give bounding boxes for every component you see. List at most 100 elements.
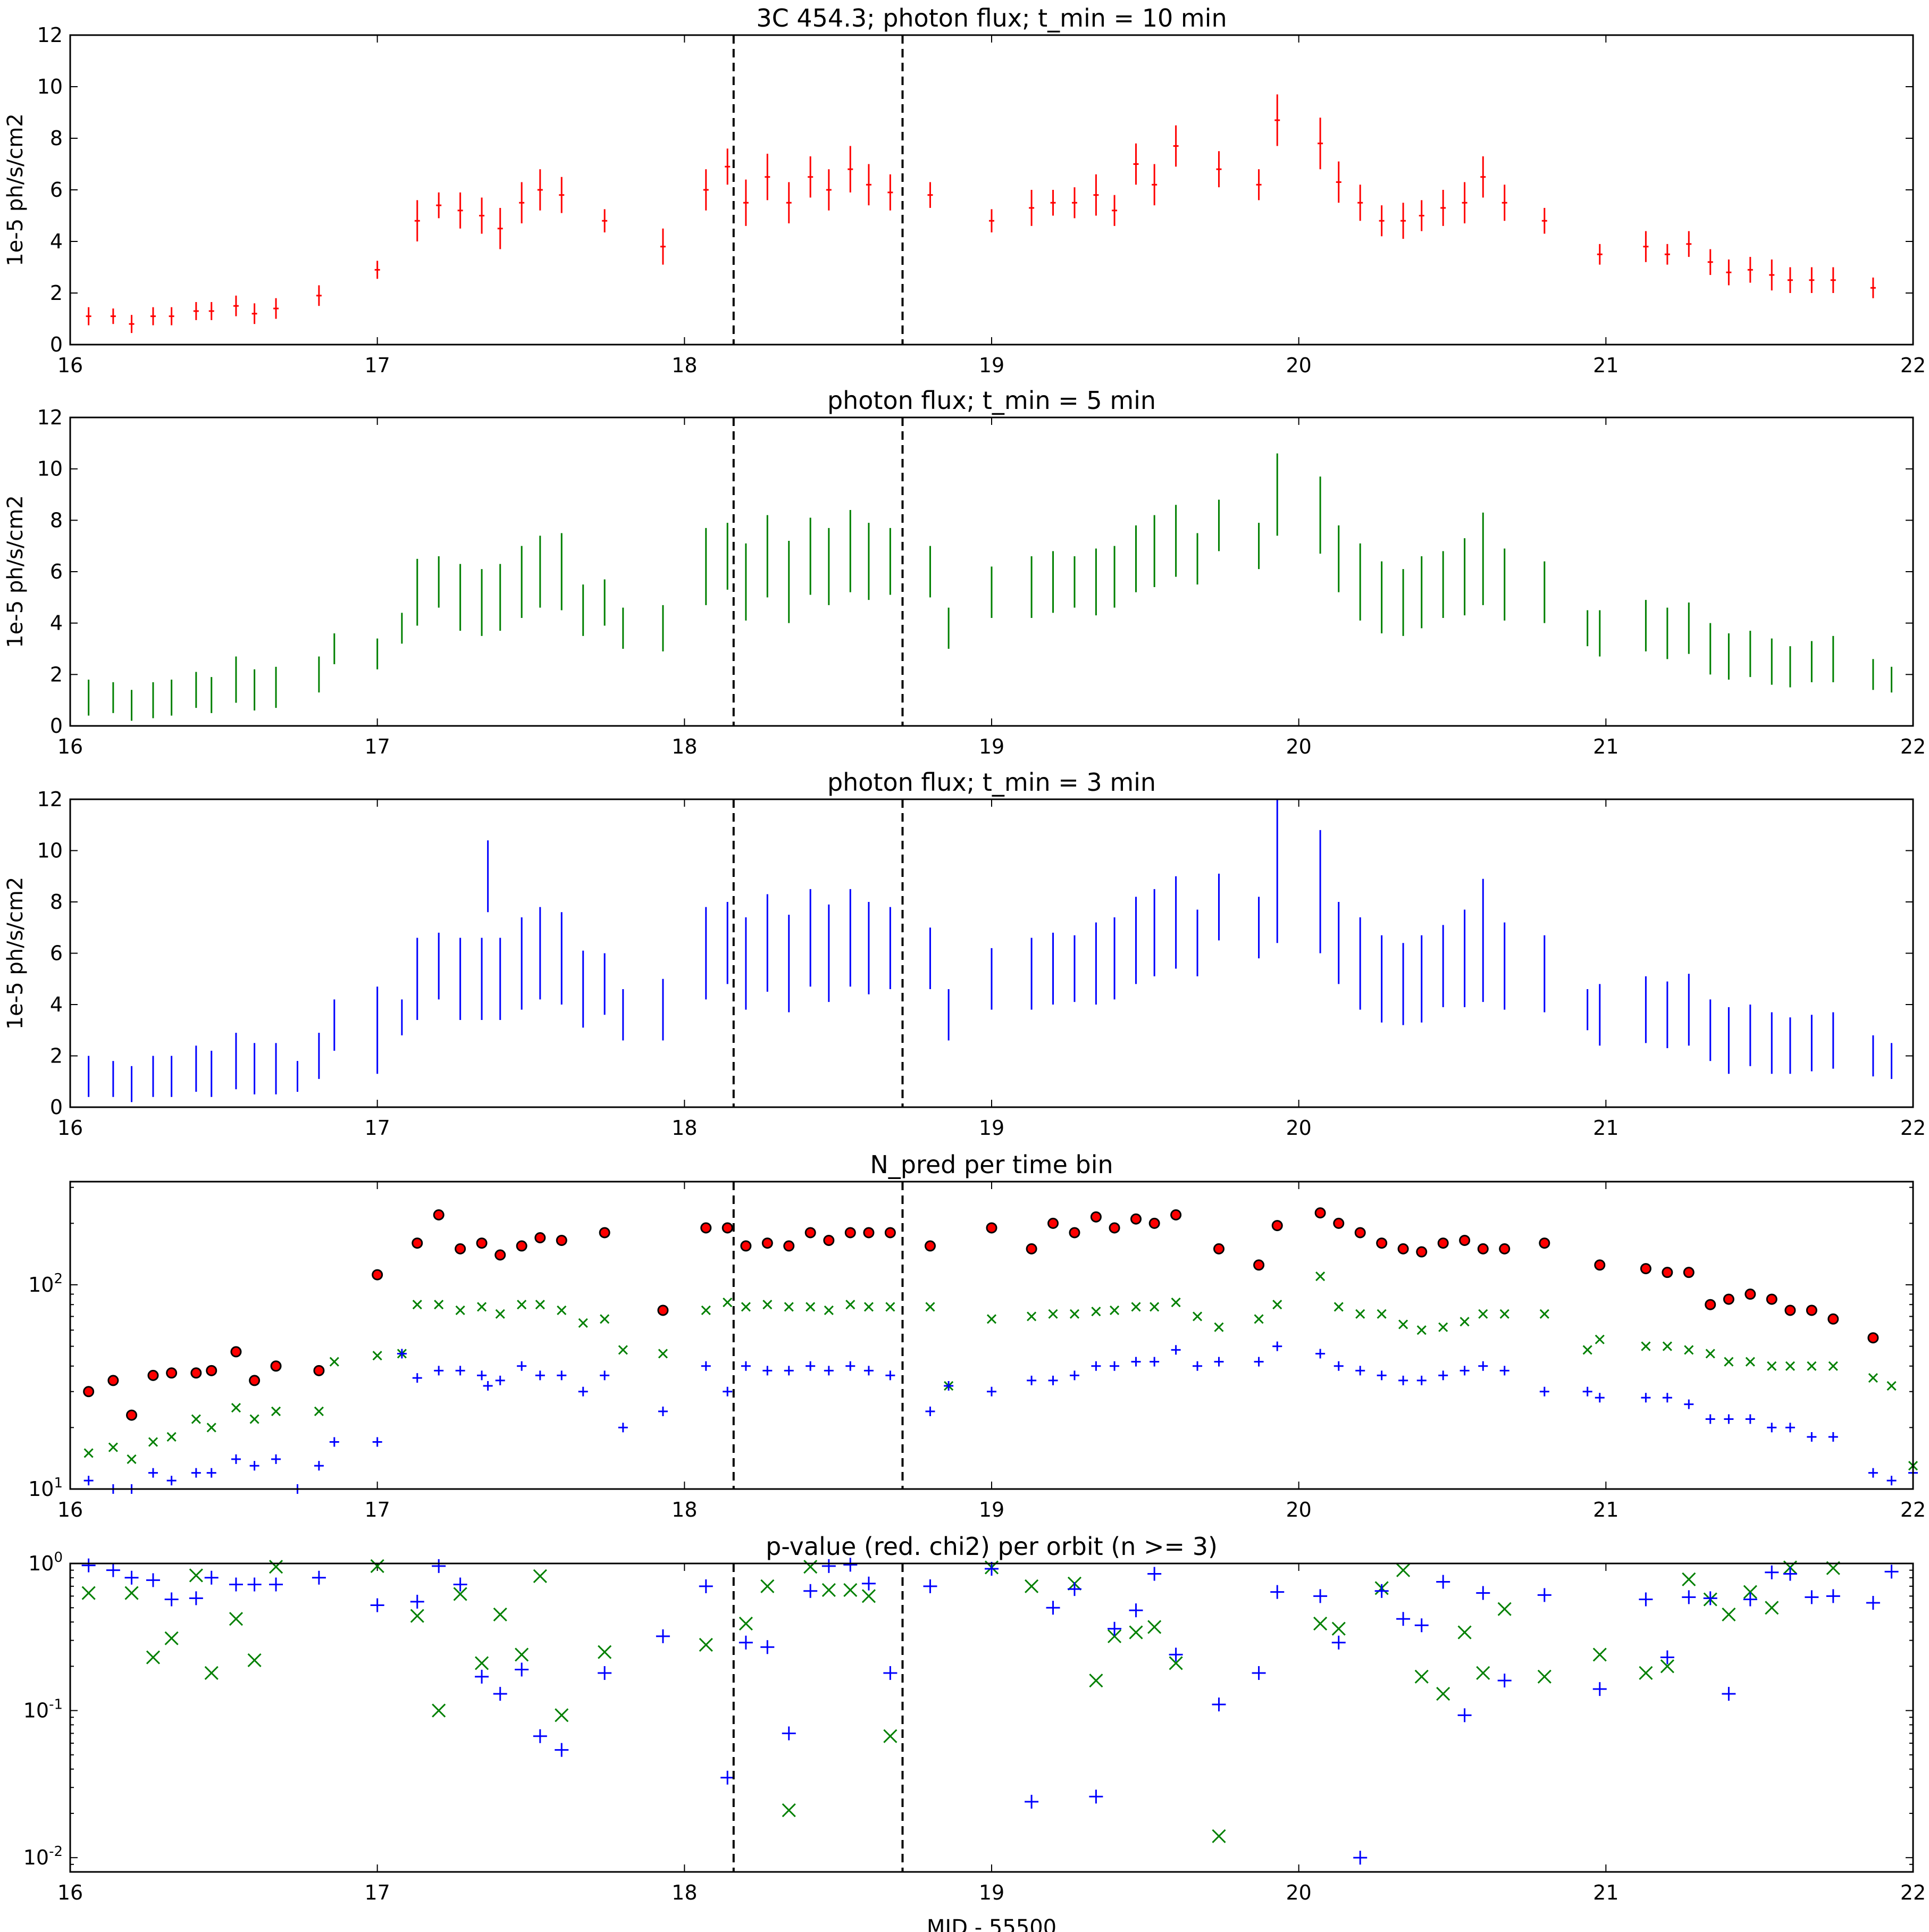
- y-tick-label: 4: [50, 612, 63, 635]
- x-tick-label: 21: [1593, 1498, 1618, 1521]
- data-point: [1377, 1309, 1387, 1319]
- data-point: [1212, 1697, 1226, 1712]
- data-point: [821, 1583, 836, 1597]
- x-tick-label: 18: [672, 1116, 697, 1140]
- data-point: [824, 1366, 834, 1376]
- data-point: [1826, 1589, 1840, 1603]
- data-point: [206, 1365, 217, 1376]
- data-point: [1723, 1293, 1734, 1305]
- series-n-pred-3-min-: [83, 1341, 1918, 1494]
- x-tick-label: 18: [672, 354, 697, 377]
- data-point: [845, 1300, 856, 1310]
- data-point: [1745, 1289, 1756, 1300]
- data-point: [247, 1577, 262, 1592]
- data-point: [1660, 1650, 1674, 1665]
- data-point: [1743, 1592, 1757, 1607]
- y-axis-label: 1e-5 ph/s/cm2: [3, 113, 28, 266]
- data-point: [1457, 1625, 1472, 1640]
- data-point: [1767, 1423, 1777, 1433]
- data-point: [269, 1577, 283, 1592]
- data-point: [720, 1770, 735, 1785]
- data-point: [1438, 1322, 1448, 1332]
- x-tick-label: 19: [979, 735, 1004, 758]
- data-point: [1150, 1357, 1160, 1367]
- y-tick-label: 101: [28, 1475, 63, 1501]
- series-n-pred-10-min-: [83, 1207, 1879, 1421]
- data-point: [191, 1414, 201, 1424]
- series-p-value-5-min-: [81, 1559, 1840, 1843]
- data-point: [1047, 1217, 1059, 1229]
- data-point: [599, 1227, 610, 1239]
- data-point: [1272, 1341, 1282, 1351]
- data-point: [1212, 1829, 1226, 1843]
- data-point: [432, 1703, 446, 1718]
- data-point: [863, 1227, 875, 1239]
- y-tick-label: 2: [50, 1044, 63, 1068]
- x-tick-label: 16: [57, 354, 83, 377]
- data-point: [1478, 1309, 1488, 1319]
- data-point: [925, 1406, 935, 1416]
- data-point: [1457, 1708, 1472, 1722]
- y-tick-label: 10-1: [23, 1697, 63, 1722]
- data-point: [1595, 1393, 1605, 1403]
- data-point: [1499, 1366, 1509, 1376]
- y-tick-label: 2: [50, 281, 63, 305]
- data-point: [883, 1729, 898, 1743]
- data-point: [1705, 1414, 1715, 1424]
- x-tick-label: 16: [57, 1116, 83, 1140]
- data-point: [600, 1370, 610, 1381]
- data-point: [1662, 1393, 1672, 1403]
- x-tick-label: 21: [1593, 1116, 1618, 1140]
- data-point: [1866, 1596, 1880, 1610]
- data-point: [164, 1592, 179, 1607]
- data-point: [1027, 1311, 1037, 1322]
- data-point: [483, 1381, 493, 1391]
- data-point: [495, 1309, 505, 1319]
- data-point: [1254, 1357, 1264, 1367]
- data-point: [699, 1637, 713, 1652]
- data-point: [247, 1653, 262, 1667]
- data-point: [843, 1583, 858, 1597]
- data-point: [1537, 1669, 1551, 1684]
- data-point: [495, 1375, 505, 1385]
- data-point: [1640, 1263, 1651, 1275]
- data-point: [824, 1305, 834, 1316]
- x-tick-label: 22: [1900, 1881, 1926, 1904]
- data-point: [1703, 1591, 1717, 1605]
- data-point: [557, 1370, 567, 1381]
- data-point: [1091, 1307, 1101, 1317]
- data-point: [412, 1373, 422, 1383]
- x-tick-label: 20: [1286, 1116, 1311, 1140]
- x-tick-label: 21: [1593, 354, 1618, 377]
- data-point: [148, 1468, 158, 1478]
- data-point: [1460, 1317, 1470, 1327]
- data-point: [1497, 1602, 1512, 1616]
- data-point: [81, 1586, 96, 1600]
- data-point: [249, 1461, 259, 1471]
- data-point: [821, 1559, 836, 1573]
- data-point: [231, 1403, 241, 1413]
- data-point: [1884, 1565, 1899, 1579]
- data-point: [1315, 1272, 1326, 1282]
- data-point: [885, 1370, 895, 1381]
- data-point: [249, 1375, 261, 1386]
- x-tick-label: 19: [979, 354, 1004, 377]
- data-point: [1131, 1357, 1141, 1367]
- data-point: [1539, 1237, 1550, 1249]
- data-point: [1592, 1647, 1607, 1662]
- data-point: [784, 1366, 794, 1376]
- data-point: [166, 1432, 177, 1442]
- panel-1: 3C 454.3; photon flux; t_min = 10 min 1e-…: [3, 4, 1926, 377]
- data-point: [760, 1640, 775, 1654]
- x-tick-label: 18: [672, 735, 697, 758]
- data-point: [516, 1240, 527, 1252]
- data-point: [1867, 1332, 1879, 1344]
- data-point: [1027, 1375, 1037, 1385]
- data-point: [1331, 1635, 1346, 1650]
- data-point: [1477, 1243, 1489, 1254]
- data-point: [124, 1570, 139, 1585]
- data-point: [1660, 1659, 1674, 1674]
- data-point: [229, 1577, 243, 1592]
- y-tick-label: 10: [37, 457, 63, 481]
